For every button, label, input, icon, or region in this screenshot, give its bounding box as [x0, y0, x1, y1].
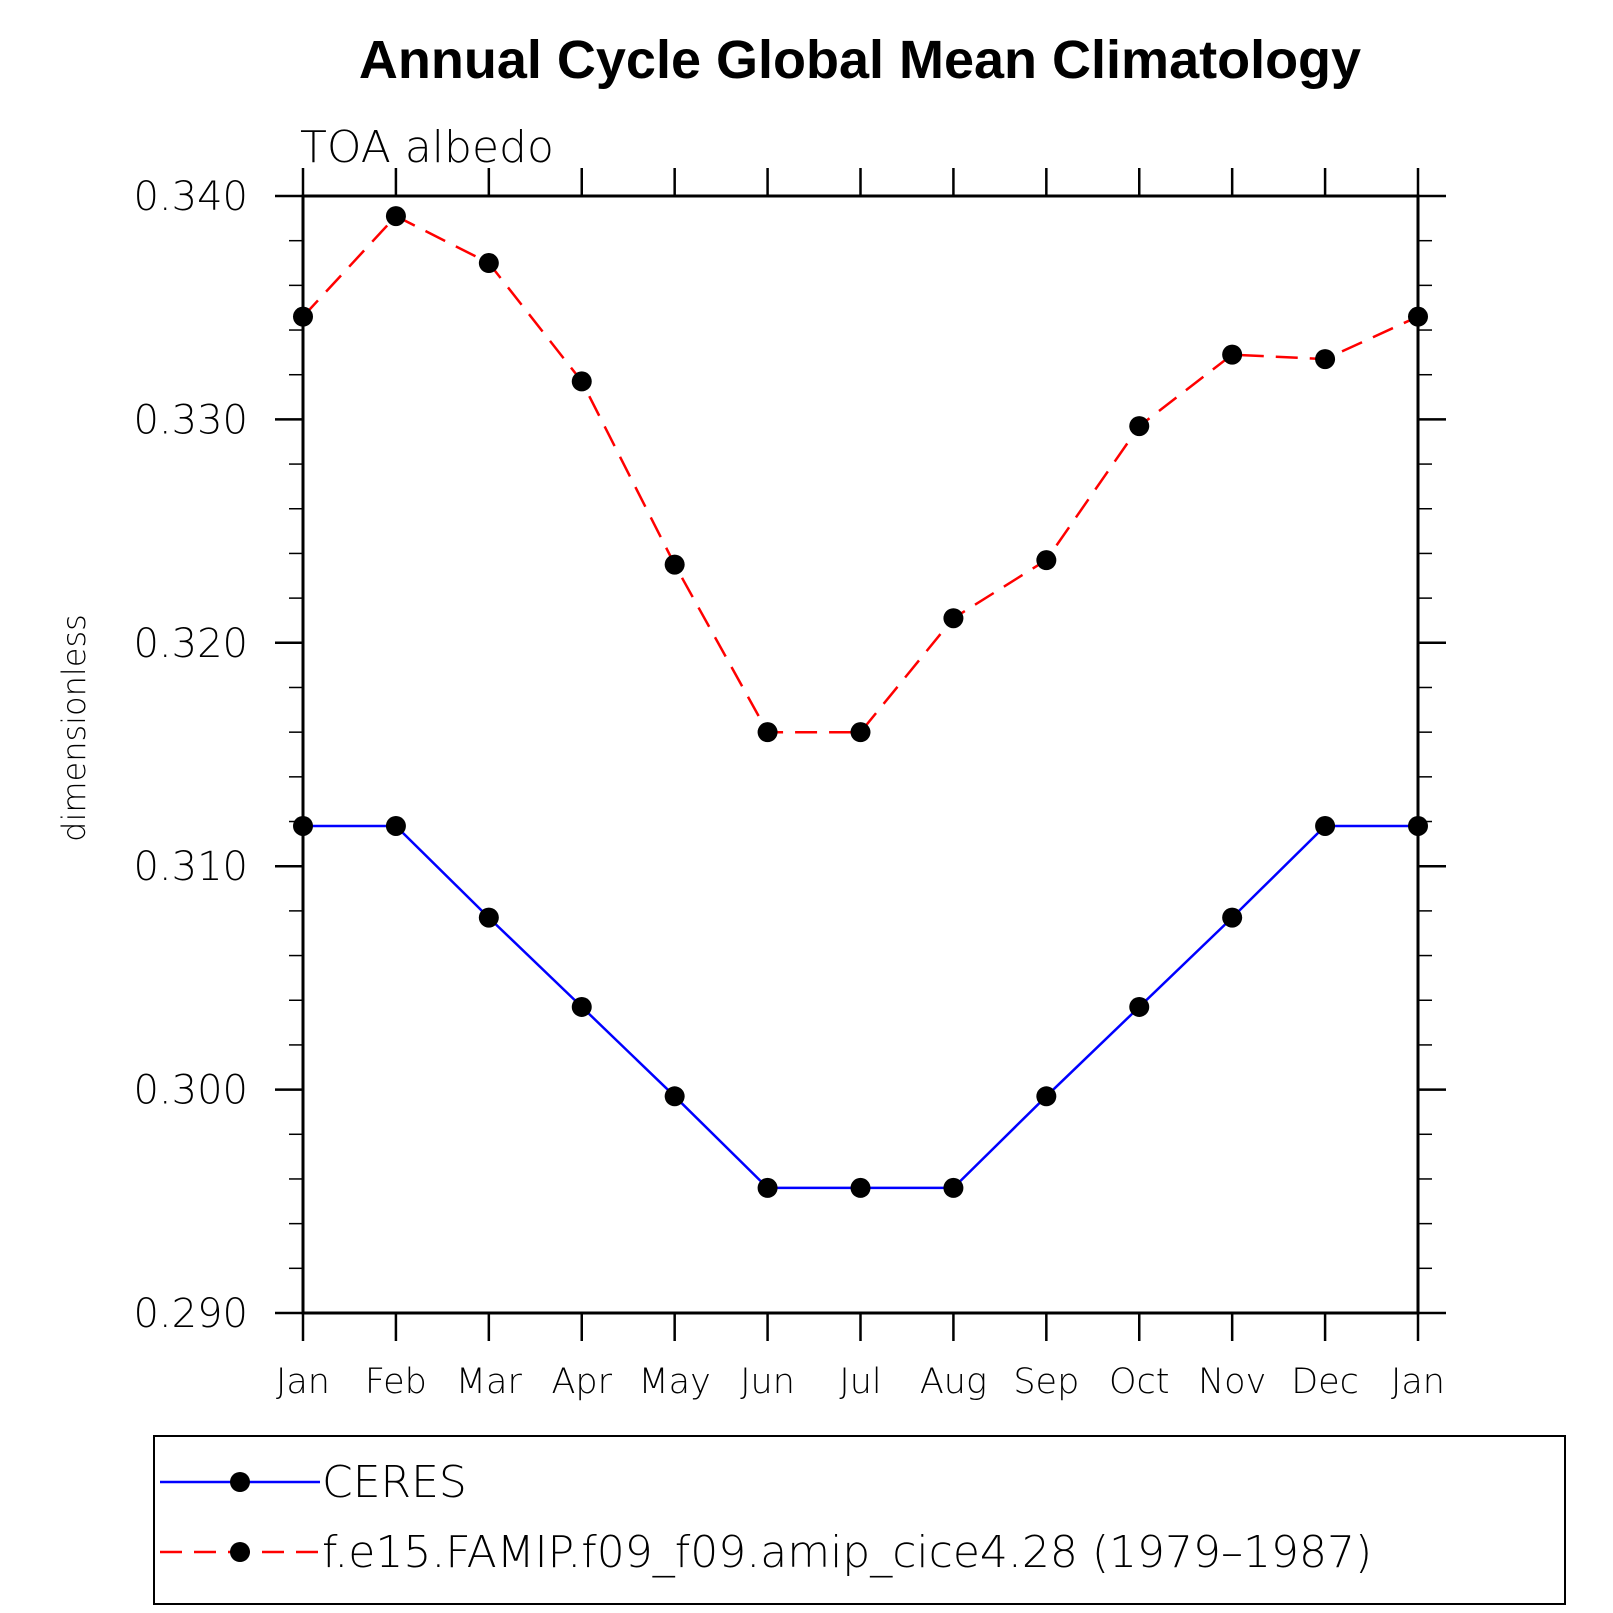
- legend: CERES f.e15.FAMIP.f09_f09.amip_cice4.28 …: [153, 1435, 1566, 1605]
- series-1-point: [293, 306, 313, 327]
- series-1-point: [664, 554, 685, 575]
- x-tick-label: Apr: [551, 1362, 612, 1402]
- series-0-point: [1408, 815, 1428, 836]
- series-1-point: [1036, 550, 1057, 571]
- series-0-point: [850, 1177, 871, 1198]
- legend-label-famip: f.e15.FAMIP.f09_f09.amip_cice4.28 (1979–…: [322, 1527, 1372, 1578]
- x-tick-label: Nov: [1198, 1362, 1266, 1402]
- series-0-point: [571, 996, 592, 1017]
- x-tick-label: Oct: [1109, 1362, 1170, 1402]
- series-0-point: [1036, 1086, 1057, 1107]
- y-tick-label: 0.330: [133, 397, 248, 443]
- series-0-point: [664, 1086, 685, 1107]
- chart-subtitle: TOA albedo: [300, 122, 554, 173]
- series-1-point: [1315, 349, 1336, 370]
- series-0-point: [1315, 815, 1336, 836]
- y-tick-label: 0.340: [133, 174, 248, 220]
- series-1-point: [571, 371, 592, 392]
- series-layer: [293, 206, 1428, 1198]
- series-1-point: [1408, 306, 1428, 327]
- x-tick-label: Jun: [740, 1362, 795, 1402]
- series-0-point: [1222, 907, 1243, 928]
- x-tick-label: May: [638, 1362, 710, 1402]
- y-tick-label: 0.290: [133, 1291, 248, 1337]
- series-1-point: [478, 253, 499, 274]
- legend-label-ceres: CERES: [322, 1457, 467, 1508]
- axes-group: 0.290 0.300 0.310 0.320 0.330 0.340 Jan Feb Mar A…: [133, 168, 1446, 1402]
- series-1-point: [943, 608, 964, 629]
- series-1-point: [850, 722, 871, 743]
- legend-box: [153, 1435, 1566, 1605]
- x-tick-label: Jul: [839, 1362, 881, 1402]
- y-tick-label: 0.320: [133, 621, 248, 667]
- x-tick-label: Aug: [920, 1362, 987, 1402]
- series-0-point: [478, 907, 499, 928]
- x-tick-label: Mar: [456, 1362, 523, 1402]
- series-0-point: [385, 815, 406, 836]
- series-1-point: [1222, 344, 1243, 365]
- series-0-point: [943, 1177, 964, 1198]
- series-0-point: [1129, 996, 1150, 1017]
- y-tick-label: 0.300: [133, 1068, 248, 1114]
- x-tick-label: Sep: [1013, 1362, 1079, 1402]
- series-1-point: [757, 722, 778, 743]
- x-tick-label: Jan: [276, 1362, 330, 1402]
- legend-marker-famip: [230, 1542, 250, 1562]
- legend-marker-ceres: [230, 1472, 250, 1492]
- series-line-1: [302, 214, 1419, 734]
- y-tick-label: 0.310: [133, 844, 248, 890]
- series-line-0: [303, 824, 1418, 1190]
- series-1-point: [385, 206, 406, 227]
- x-tick-label: Dec: [1291, 1362, 1359, 1402]
- y-axis-label: dimensionless: [55, 614, 93, 842]
- x-tick-label: Jan: [1391, 1362, 1445, 1402]
- series-0-point: [293, 815, 313, 836]
- series-1-point: [1129, 416, 1150, 437]
- plot-frame: [301, 194, 1420, 1315]
- chart-title: Annual Cycle Global Mean Climatology: [359, 30, 1361, 90]
- series-0-point: [757, 1177, 778, 1198]
- x-tick-label: Feb: [365, 1362, 427, 1402]
